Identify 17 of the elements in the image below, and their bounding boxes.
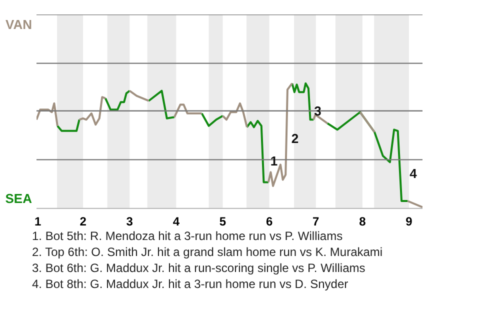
ref-line-label: SEA (5, 190, 32, 208)
x-tick-label: 2 (80, 214, 87, 228)
ref-line-label: VAN (6, 16, 32, 34)
x-tick-label: 4 (172, 214, 180, 228)
x-tick-label: 9 (406, 214, 413, 228)
text: 1. Bot 5th: R. Mendoza hit a 3-run home run vs P. Williams (32, 228, 344, 244)
x-tick-label: 1 (34, 214, 42, 228)
text: 3. Bot 6th: G. Maddux Jr. hit a run-scoring single vs P. Williams (32, 260, 366, 276)
annotation: 4 (410, 166, 418, 181)
x-tick-label: 8 (359, 214, 366, 228)
x-tick-label: 6 (266, 214, 273, 228)
x-tick-label: 3 (126, 214, 134, 228)
annotation: 2 (291, 130, 299, 146)
text: 2. Top 6th: O. Smith Jr. hit a grand slam home run vs K. Murakami (32, 244, 383, 260)
text: 4. Bot 8th: G. Maddux Jr. hit a 3-run home run vs D. Snyder (32, 276, 350, 292)
x-tick-label: 5 (219, 214, 226, 228)
x-tick-label: 7 (312, 214, 320, 228)
